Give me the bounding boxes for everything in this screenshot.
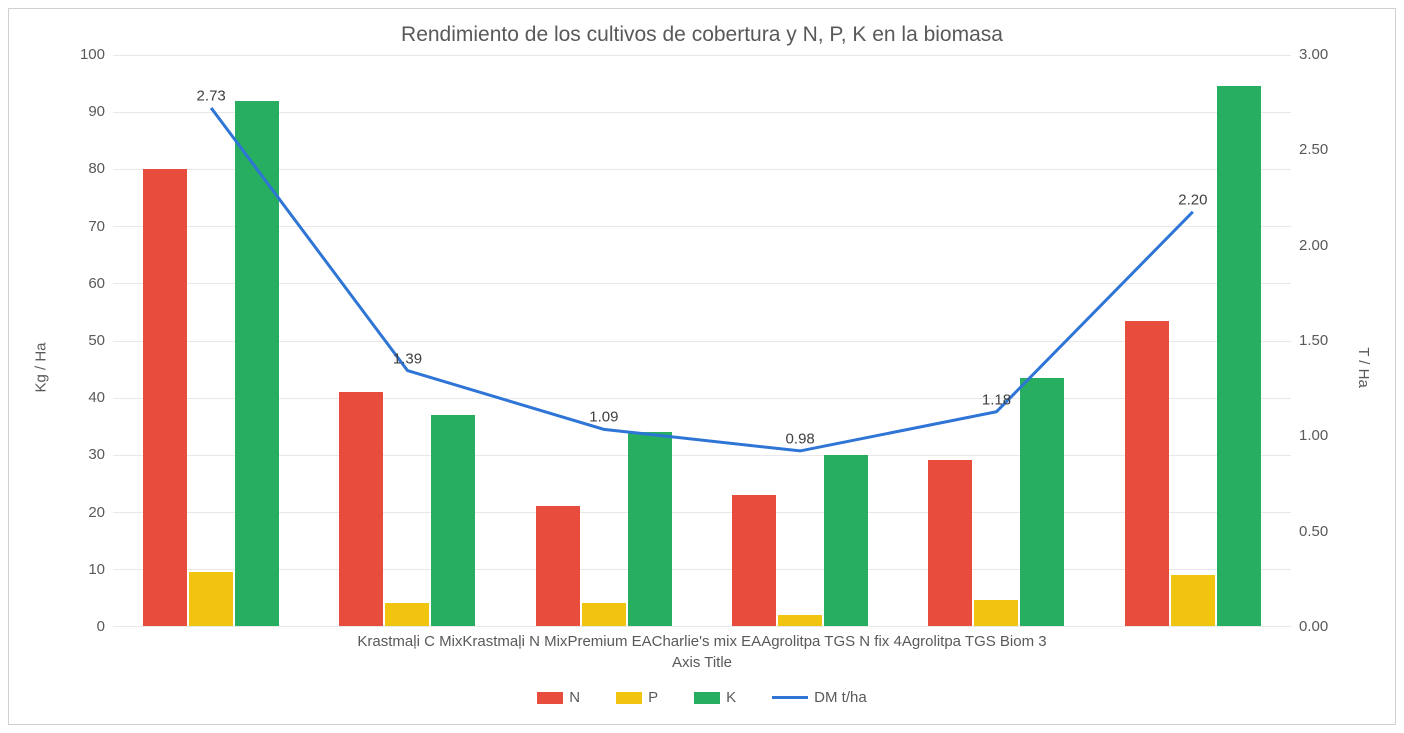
legend-swatch	[616, 692, 642, 704]
x-tick: Agrolitpa TGS N fix 4	[761, 633, 902, 650]
bar-k	[628, 432, 672, 626]
legend-line-swatch	[772, 696, 808, 699]
bar-n	[143, 169, 187, 626]
bar-n	[536, 506, 580, 626]
line-data-label: 2.73	[197, 88, 226, 105]
line-data-label: 1.18	[982, 391, 1011, 408]
bar-k	[431, 415, 475, 626]
bar-n	[339, 392, 383, 626]
legend-label: K	[726, 689, 736, 706]
bar-group	[113, 55, 309, 626]
chart-title: Rendimiento de los cultivos de cobertura…	[9, 9, 1395, 55]
chart-frame: Rendimiento de los cultivos de cobertura…	[8, 8, 1396, 725]
bar-p	[974, 600, 1018, 626]
x-tick: Charlie's mix EA	[652, 633, 762, 650]
line-data-label: 0.98	[786, 431, 815, 448]
bar-group	[506, 55, 702, 626]
legend-item: DM t/ha	[772, 689, 867, 706]
line-data-label: 1.39	[393, 350, 422, 367]
bar-p	[582, 603, 626, 626]
x-tick: Agrolitpa TGS Biom 3	[902, 633, 1047, 650]
legend-swatch	[537, 692, 563, 704]
legend-item: P	[616, 689, 658, 706]
line-data-label: 2.20	[1178, 191, 1207, 208]
legend-swatch	[694, 692, 720, 704]
bar-k	[1217, 86, 1261, 626]
legend-label: N	[569, 689, 580, 706]
legend-label: P	[648, 689, 658, 706]
x-tick: Premium EA	[567, 633, 651, 650]
bar-p	[385, 603, 429, 626]
bar-k	[824, 455, 868, 626]
bar-p	[189, 572, 233, 626]
y-axis-right-label-wrap: T / Ha	[1351, 55, 1375, 679]
x-tick: Krastmaļi N Mix	[462, 633, 567, 650]
legend: N P K DM t/ha	[9, 679, 1395, 724]
x-axis-title: Axis Title	[53, 650, 1351, 679]
bar-group	[898, 55, 1094, 626]
y-axis-right-label: T / Ha	[1355, 347, 1372, 388]
bar-p	[1171, 575, 1215, 626]
y-ticks-left: 1009080706050403020100	[53, 55, 113, 627]
plot-area: 2.73 1.39 1.09 0.98 1.18 2.20	[113, 55, 1291, 627]
bar-group	[309, 55, 505, 626]
bar-groups	[113, 55, 1291, 626]
grid-line	[113, 626, 1291, 627]
bar-n	[928, 460, 972, 626]
bar-n	[1125, 321, 1169, 626]
bar-n	[732, 495, 776, 626]
plot-row: 1009080706050403020100 2.73 1.39 1.09 0.98 1…	[53, 55, 1351, 627]
bar-group	[1095, 55, 1291, 626]
plot-wrap: Kg / Ha 1009080706050403020100 2.731.391…	[9, 55, 1395, 679]
bar-k	[1020, 378, 1064, 626]
line-data-label: 1.09	[589, 409, 618, 426]
plot-and-xticks: 1009080706050403020100 2.73 1.39 1.09 0.98 1…	[53, 55, 1351, 679]
bar-group	[702, 55, 898, 626]
bar-k	[235, 101, 279, 626]
x-ticks: Krastmaļi C MixKrastmaļi N MixPremium EA…	[53, 627, 1351, 650]
legend-item: K	[694, 689, 736, 706]
y-axis-left-label-wrap: Kg / Ha	[29, 55, 53, 679]
bar-p	[778, 615, 822, 626]
y-axis-left-label: Kg / Ha	[33, 342, 50, 392]
legend-label: DM t/ha	[814, 689, 867, 706]
legend-item: N	[537, 689, 580, 706]
y-ticks-right: 3.002.502.001.501.000.500.00	[1291, 55, 1351, 627]
x-tick: Krastmaļi C Mix	[357, 633, 462, 650]
